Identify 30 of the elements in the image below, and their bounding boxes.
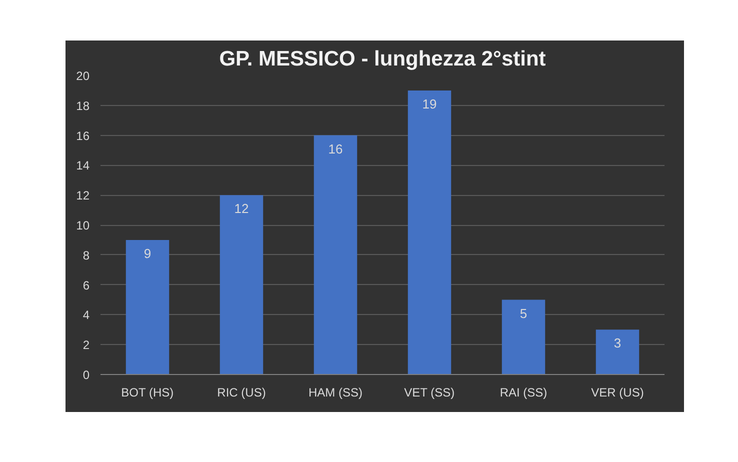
bar (596, 330, 640, 374)
data-label: 9 (144, 246, 152, 261)
data-label: 16 (328, 141, 343, 156)
y-tick-label: 16 (76, 128, 90, 143)
data-label: 3 (614, 336, 622, 351)
x-tick-label: HAM (SS) (308, 386, 363, 400)
data-label: 12 (234, 201, 249, 216)
y-tick-label: 2 (82, 338, 90, 352)
bar (408, 90, 452, 374)
x-tick-label: BOT (HS) (121, 386, 174, 400)
y-tick-label: 18 (76, 98, 90, 113)
y-tick-label: 8 (82, 248, 90, 262)
y-tick-label: 6 (82, 278, 90, 292)
x-tick-label: VET (SS) (404, 386, 455, 400)
x-tick-label: VER (US) (591, 386, 644, 400)
chart-title: GP. MESSICO - lunghezza 2°stint (219, 48, 546, 70)
y-tick-label: 12 (76, 188, 90, 203)
bar (220, 195, 264, 374)
data-label: 19 (422, 96, 437, 112)
x-tick-label: RIC (US) (217, 386, 266, 400)
bar (126, 240, 170, 374)
bar (314, 135, 358, 374)
y-tick-label: 4 (82, 308, 90, 322)
y-tick-label: 10 (76, 218, 90, 232)
y-tick-label: 14 (76, 158, 90, 173)
y-tick-label: 0 (82, 368, 90, 382)
y-tick-label: 20 (76, 69, 90, 83)
bar (502, 300, 546, 374)
data-label: 5 (520, 306, 528, 321)
x-tick-label: RAI (SS) (500, 386, 548, 400)
